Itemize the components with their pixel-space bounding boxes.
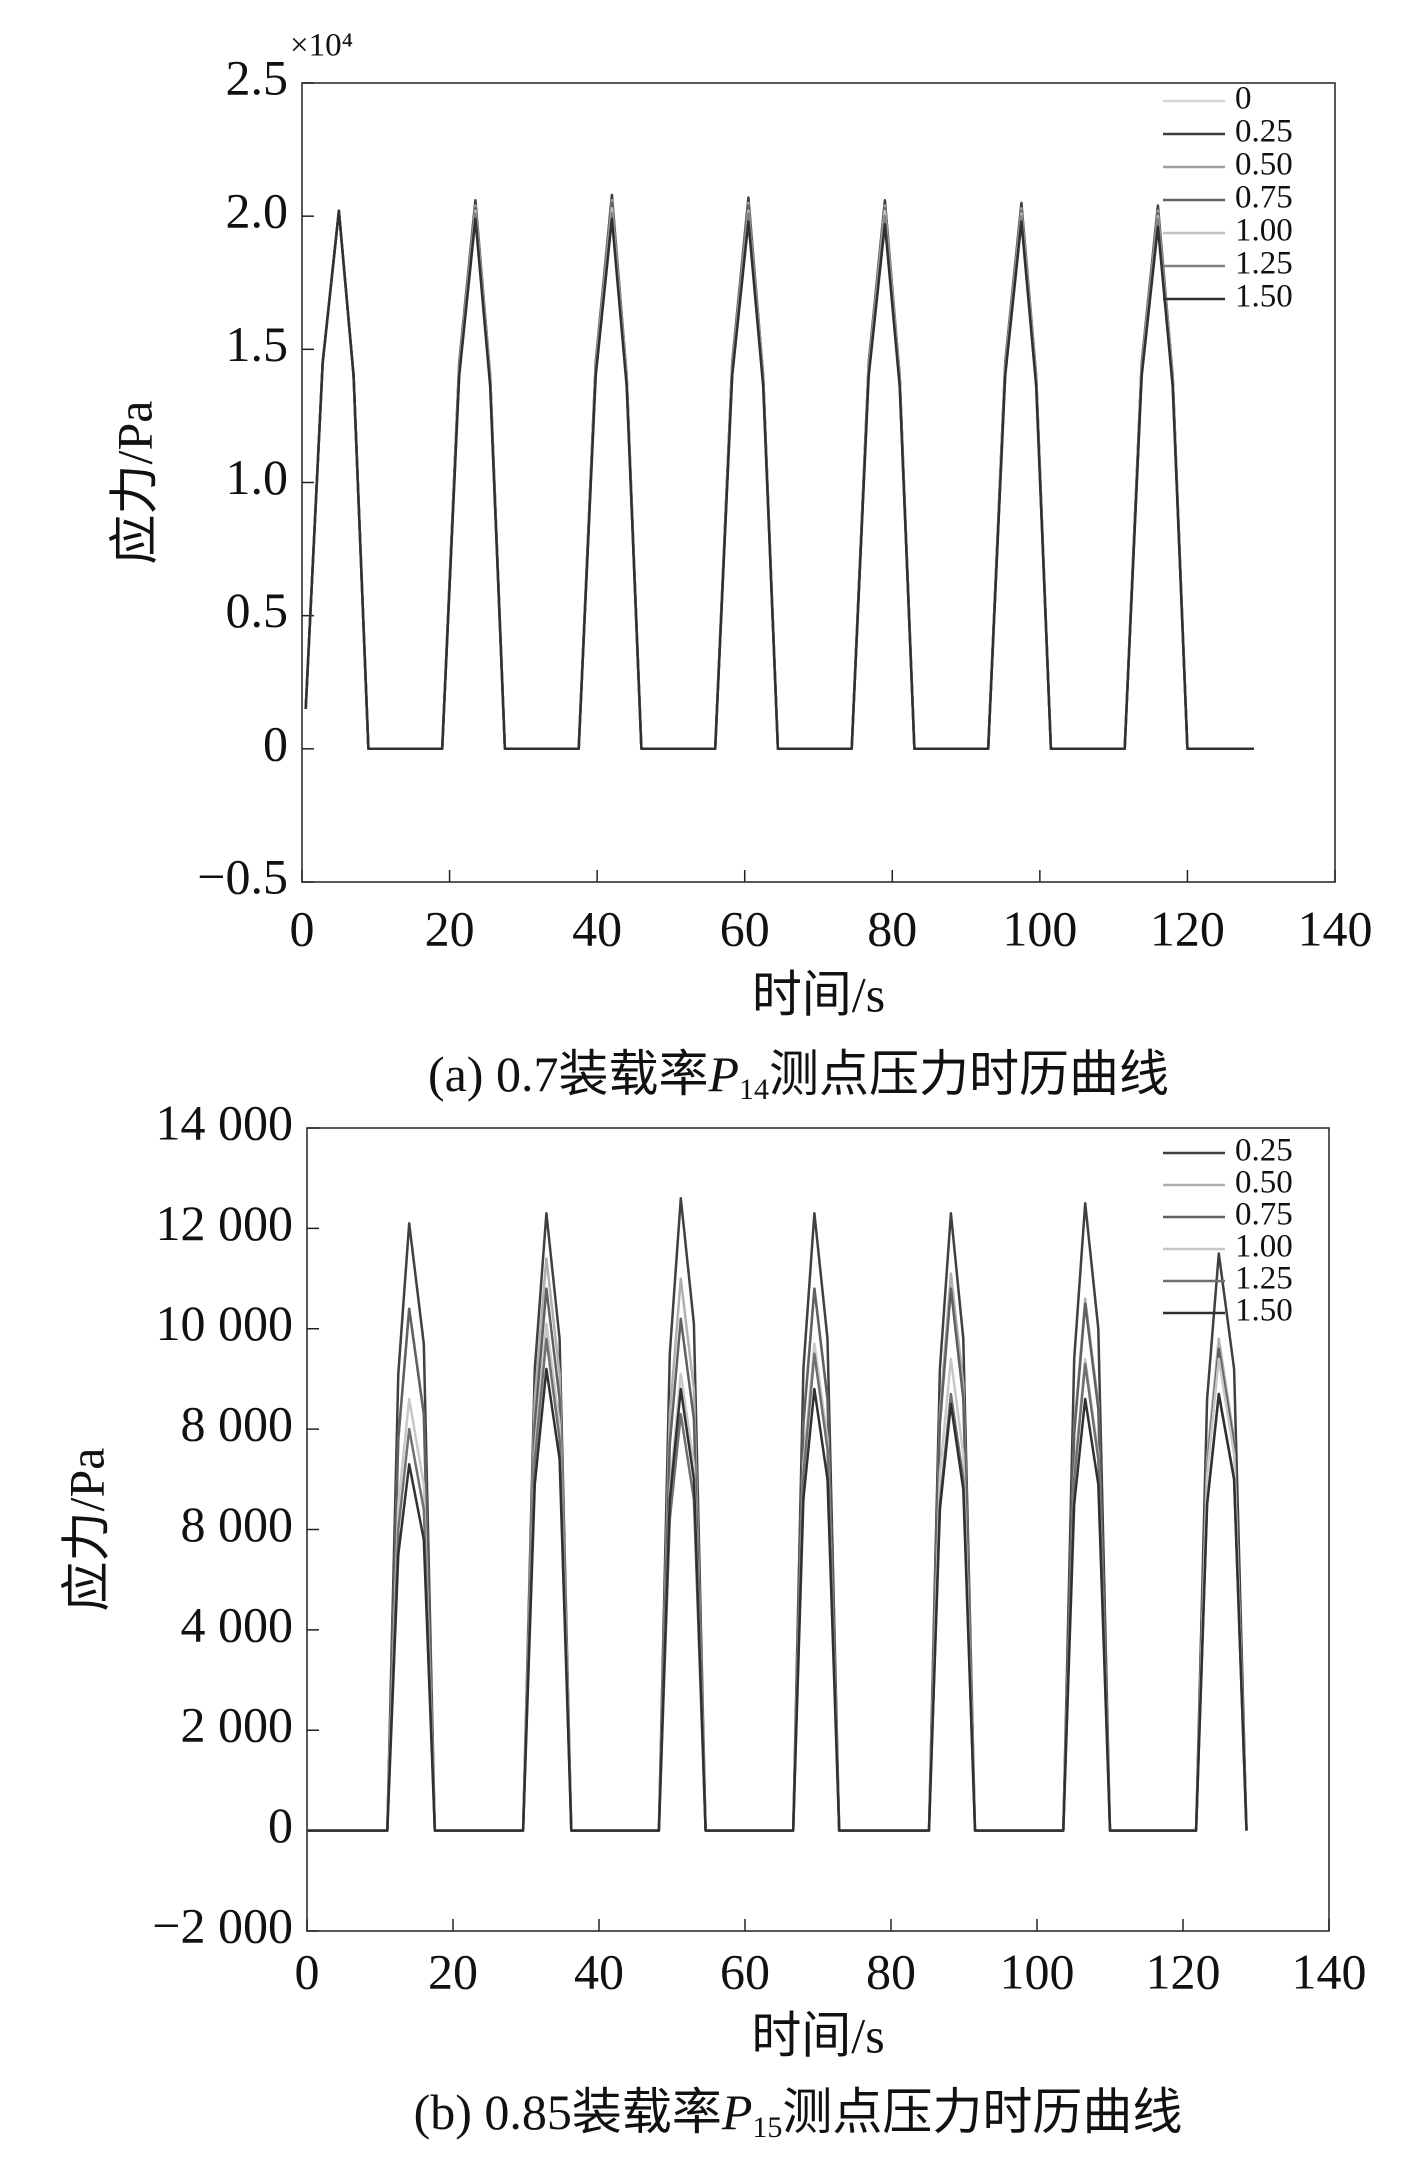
series-line: [304, 201, 1254, 751]
x-axis-label: 时间/s: [752, 966, 885, 1022]
series-line: [307, 1287, 1248, 1832]
x-tick-label: 100: [1000, 1943, 1075, 1999]
caption-prefix: (b) 0.85装载率: [414, 2084, 722, 2140]
legend-label: 1.50: [1235, 1293, 1293, 1329]
x-tick-label: 40: [572, 900, 622, 956]
x-tick-label: 0: [290, 900, 315, 956]
caption-sub: 14: [739, 1073, 769, 1106]
caption-prefix: (a) 0.7装载率: [428, 1046, 709, 1102]
caption: (a) 0.7装载率P14测点压力时历曲线: [428, 1046, 1169, 1105]
series-line: [307, 1257, 1248, 1832]
y-axis-label: 应力/Pa: [106, 401, 162, 565]
x-axis-label: 时间/s: [751, 2007, 884, 2063]
x-tick-label: 20: [428, 1943, 478, 1999]
x-tick-label: 120: [1150, 900, 1225, 956]
y-tick-label: 0: [268, 1797, 293, 1853]
y-tick-label: 8 000: [181, 1496, 294, 1552]
y-tick-label: 1.0: [226, 449, 289, 505]
legend-label: 1.25: [1235, 1261, 1293, 1297]
legend-label: 1.50: [1235, 279, 1293, 315]
y-tick-label: 1.5: [226, 316, 289, 372]
x-tick-label: 20: [425, 900, 475, 956]
legend-label: 0.75: [1235, 180, 1293, 216]
legend-label: 0.50: [1235, 1165, 1293, 1201]
x-tick-label: 80: [867, 900, 917, 956]
caption-var: P: [721, 2084, 753, 2140]
legend-label: 0.25: [1235, 114, 1293, 150]
y-axis-label: 应力/Pa: [58, 1448, 114, 1612]
series-line: [307, 1337, 1248, 1832]
x-tick-label: 0: [295, 1943, 320, 1999]
x-tick-label: 140: [1298, 900, 1373, 956]
caption-sub: 15: [752, 2111, 782, 2144]
legend-label: 1.00: [1235, 213, 1293, 249]
y-tick-label: 0.5: [226, 582, 289, 638]
caption-var: P: [707, 1046, 739, 1102]
series-line: [307, 1322, 1248, 1832]
y-tick-label: 2 000: [181, 1697, 294, 1753]
y-tick-label: 4 000: [181, 1596, 294, 1652]
x-tick-label: 40: [574, 1943, 624, 1999]
x-tick-label: 60: [720, 900, 770, 956]
series-line: [304, 209, 1254, 751]
series-line: [304, 196, 1254, 751]
y-tick-label: −0.5: [197, 848, 288, 904]
chart: 0 20 40 60 80 100 120 140−0.500.51.01.52.02.5×1…: [106, 28, 1372, 1106]
series-line: [304, 198, 1254, 751]
x-tick-label: 60: [720, 1943, 770, 1999]
caption-suffix: 测点压力时历曲线: [769, 1046, 1169, 1102]
legend-label: 0.25: [1235, 1133, 1293, 1169]
series-line: [307, 1367, 1248, 1832]
plot-frame: [301, 82, 1336, 883]
caption-suffix: 测点压力时历曲线: [782, 2084, 1182, 2140]
legend-label: 0.75: [1235, 1197, 1293, 1233]
legend-label: 0.50: [1235, 147, 1293, 183]
y-tick-label: 0: [263, 715, 288, 771]
caption: (b) 0.85装载率P15测点压力时历曲线: [414, 2084, 1183, 2143]
y-tick-label: 2.0: [226, 183, 289, 239]
y-tick-label: 2.5: [226, 49, 289, 105]
x-tick-label: 80: [866, 1943, 916, 1999]
x-tick-label: 100: [1002, 900, 1077, 956]
y-tick-label: 10 000: [156, 1295, 294, 1351]
y-tick-label: −2 000: [152, 1897, 293, 1953]
y-multiplier: ×10⁴: [290, 28, 353, 64]
y-tick-label: 12 000: [156, 1195, 294, 1251]
x-tick-label: 140: [1292, 1943, 1367, 1999]
legend-label: 1.25: [1235, 246, 1293, 282]
series-line: [304, 209, 1254, 751]
x-tick-label: 120: [1146, 1943, 1221, 1999]
series-line: [304, 206, 1254, 751]
y-tick-label: 14 000: [156, 1094, 294, 1150]
legend-label: 0: [1235, 81, 1252, 117]
y-tick-label: 8 000: [181, 1396, 294, 1452]
series-line: [304, 193, 1254, 751]
legend-label: 1.00: [1235, 1229, 1293, 1265]
